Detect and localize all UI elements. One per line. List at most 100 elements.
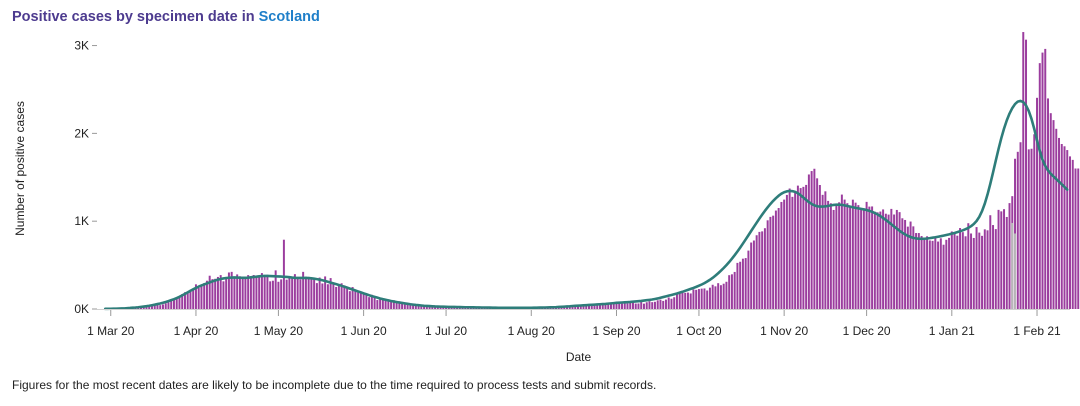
bar <box>420 305 423 309</box>
bar <box>752 240 755 309</box>
bar <box>189 290 192 309</box>
bar <box>607 303 610 309</box>
chart-title-place: Scotland <box>258 9 320 25</box>
bar <box>227 272 230 309</box>
bar <box>758 231 761 309</box>
bar <box>197 287 200 309</box>
bar <box>821 194 824 309</box>
bar <box>906 226 909 309</box>
bar <box>736 262 739 309</box>
bar <box>1022 32 1025 309</box>
bar <box>269 281 272 309</box>
x-tick-label: 1 Nov 20 <box>760 324 808 338</box>
bar <box>992 225 995 309</box>
bar <box>417 305 420 309</box>
bar <box>1041 52 1044 310</box>
bar <box>739 261 742 309</box>
bar <box>390 300 393 309</box>
bar <box>714 286 717 309</box>
bar <box>662 300 665 309</box>
bar <box>783 199 786 309</box>
bar <box>810 171 813 309</box>
bar <box>761 231 764 309</box>
bar <box>1058 137 1060 309</box>
x-tick-label: 1 Aug 20 <box>508 324 556 338</box>
bar <box>299 279 302 309</box>
bar <box>568 306 571 309</box>
bar <box>750 242 753 309</box>
bar <box>370 294 373 309</box>
y-tick-label: 3K <box>74 39 89 53</box>
bar <box>909 221 912 309</box>
bar <box>574 305 577 309</box>
bar <box>695 289 698 309</box>
bar <box>805 184 808 309</box>
bar <box>148 305 151 309</box>
bar <box>975 227 978 309</box>
bar <box>708 287 711 309</box>
bar <box>785 194 788 309</box>
bar <box>203 283 206 309</box>
bar <box>1063 146 1066 309</box>
bar <box>832 209 835 309</box>
bar <box>304 276 307 309</box>
bar <box>403 303 406 309</box>
bar <box>244 276 247 309</box>
bar <box>313 279 316 309</box>
bar <box>326 284 329 309</box>
bar <box>884 213 887 309</box>
bar <box>293 274 296 309</box>
x-tick-label: 1 Jul 20 <box>425 324 467 338</box>
bar <box>667 297 670 309</box>
bar <box>577 306 579 309</box>
bar <box>315 283 318 309</box>
bar <box>340 283 343 309</box>
bar <box>205 280 208 309</box>
bar <box>722 283 725 309</box>
bar <box>233 278 236 309</box>
bar <box>412 304 415 309</box>
x-tick-label: 1 Feb 21 <box>1013 324 1061 338</box>
bar <box>582 304 585 309</box>
bar <box>214 278 217 309</box>
bar <box>659 299 662 309</box>
bar <box>302 271 305 309</box>
bar <box>802 186 805 309</box>
bar <box>1069 156 1071 309</box>
bar <box>255 276 258 309</box>
bar <box>285 279 288 309</box>
bar <box>964 236 967 309</box>
bar <box>813 168 816 309</box>
bar <box>686 292 689 309</box>
bar <box>335 286 338 309</box>
bar <box>763 228 766 309</box>
bar <box>629 301 632 309</box>
bar <box>939 238 942 309</box>
bar <box>719 285 722 309</box>
bar <box>599 305 601 309</box>
bar <box>194 284 197 309</box>
bar <box>1038 63 1041 310</box>
bar <box>1074 168 1077 309</box>
bar <box>296 277 299 309</box>
bar <box>1016 151 1019 309</box>
y-tick-label: 0K <box>74 302 89 316</box>
bar <box>346 288 349 309</box>
bar <box>967 223 970 309</box>
bar <box>868 206 871 309</box>
bar <box>230 271 233 309</box>
bar <box>631 301 634 309</box>
bar <box>1055 128 1058 309</box>
bar <box>656 300 659 309</box>
bar <box>178 296 181 309</box>
bar <box>425 306 428 309</box>
bar <box>972 237 975 309</box>
bar <box>917 233 920 309</box>
bar <box>241 278 244 309</box>
bar <box>351 287 354 309</box>
bar <box>566 306 568 309</box>
x-tick-label: 1 Dec 20 <box>843 324 891 338</box>
bar <box>697 289 700 309</box>
bar <box>986 230 989 309</box>
bar <box>398 301 401 309</box>
